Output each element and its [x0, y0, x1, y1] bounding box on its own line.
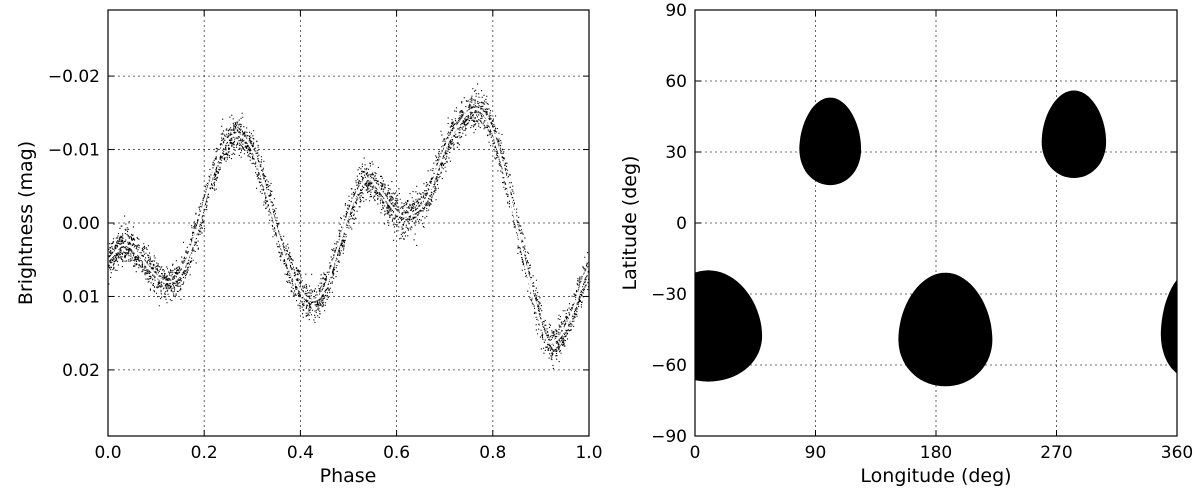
lightcurve-xtick-label: 0.6	[383, 443, 410, 463]
lightcurve-ylabel: Brightness (mag)	[15, 141, 37, 305]
spotmap-ytick-label: 90	[665, 1, 687, 21]
spotmap-spots	[695, 90, 1177, 387]
lightcurve-panel: 0.0 0.2 0.4 0.6 0.8 1.0 −0.02 −0.01 0.00 0.01 0.02…	[15, 9, 603, 487]
lightcurve-xtick-label: 0.4	[287, 443, 314, 463]
spot-3	[695, 270, 763, 382]
lightcurve-model-line	[108, 107, 589, 345]
lightcurve-grid	[108, 10, 589, 436]
spotmap-ytick-label: 30	[665, 143, 687, 163]
spotmap-ytick-label: −90	[651, 427, 687, 447]
spotmap-ylabel: Latitude (deg)	[619, 156, 641, 291]
spotmap-ytick-label: −60	[651, 356, 687, 376]
lightcurve-ytick-label: −0.02	[48, 67, 100, 87]
lightcurve-xlabel: Phase	[320, 465, 377, 487]
spotmap-ticks: 0 90 180 270 360 90 60 30 0 −30 −60 −90	[651, 1, 1193, 463]
spotmap-ytick-label: −30	[651, 285, 687, 305]
spotmap-frame	[694, 9, 1178, 437]
spotmap-xtick-label: 0	[690, 443, 701, 463]
spot-4	[898, 272, 993, 387]
spot-5	[1160, 279, 1177, 374]
lightcurve-frame	[107, 9, 590, 437]
spotmap-xtick-label: 90	[805, 443, 827, 463]
lightcurve-ytick-label: 0.02	[62, 361, 100, 381]
spotmap-ytick-label: 60	[665, 72, 687, 92]
lightcurve-ytick-label: 0.00	[62, 214, 100, 234]
lightcurve-xtick-label: 0.8	[479, 443, 506, 463]
spotmap-xlabel: Longitude (deg)	[860, 465, 1011, 487]
spotmap-xtick-label: 180	[920, 443, 952, 463]
lightcurve-ytick-label: 0.01	[62, 287, 100, 307]
lightcurve-ytick-label: −0.01	[48, 141, 100, 161]
lightcurve-ticks: 0.0 0.2 0.4 0.6 0.8 1.0 −0.02 −0.01 0.00 0.01 0.02	[48, 10, 603, 463]
lightcurve-xtick-label: 0.2	[191, 443, 218, 463]
lightcurve-xtick-label: 1.0	[575, 443, 602, 463]
spotmap-xtick-label: 360	[1161, 443, 1193, 463]
spotmap-ytick-label: 0	[676, 214, 687, 234]
spotmap-panel: 0 90 180 270 360 90 60 30 0 −30 −60 −90 Longitude (…	[619, 1, 1193, 487]
lightcurve-xtick-label: 0.0	[94, 443, 121, 463]
spotmap-xtick-label: 270	[1040, 443, 1072, 463]
spot-2	[1041, 90, 1107, 178]
spot-1	[799, 97, 862, 186]
